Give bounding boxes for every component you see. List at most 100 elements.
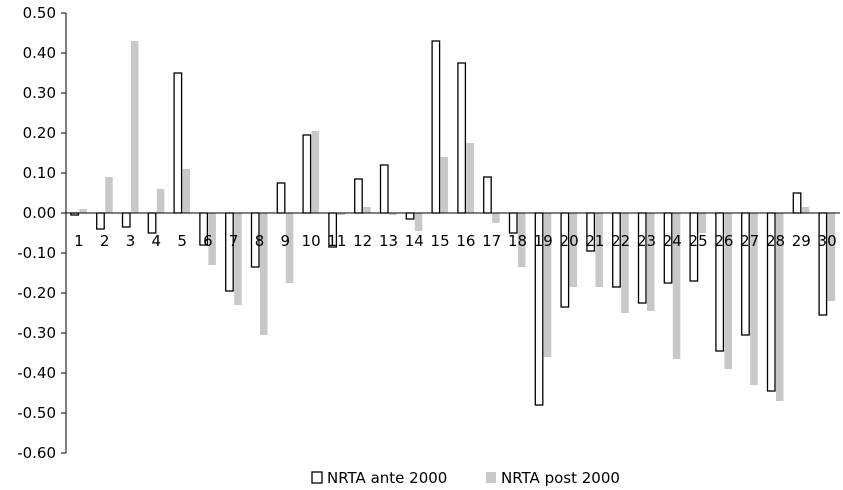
bars	[70, 40, 836, 406]
bar-post-2000	[724, 213, 732, 369]
legend-swatch-ante-2000	[311, 471, 323, 484]
bar-ante-2000	[302, 134, 312, 214]
x-category-label: 11	[327, 232, 346, 250]
legend: NRTA ante 2000 NRTA post 2000	[311, 469, 620, 487]
bar-post-2000	[337, 213, 345, 215]
bar-post-2000	[414, 213, 423, 231]
x-category-label: 2	[100, 232, 110, 250]
bar-post-2000	[621, 213, 629, 313]
legend-label-post-2000: NRTA post 2000	[501, 469, 620, 487]
x-axis: 1 2 3 4 5 6 7 8 9 10 11 12 13 14 15 16 17 18 19 20 21 22 23 24 2…	[66, 212, 840, 250]
y-tick-label: 0.00	[23, 204, 56, 222]
bar-post-2000	[466, 143, 474, 213]
bar-post-2000	[234, 213, 242, 305]
bar-post-2000	[595, 213, 603, 287]
x-category-label: 17	[482, 232, 501, 250]
y-axis: 0.50 0.40 0.30 0.20 0.10 0.00 -0.10 -0.20 -0.30 -…	[17, 4, 67, 462]
x-category-label: 5	[177, 232, 187, 250]
bar-post-2000	[801, 207, 810, 213]
x-category-label: 10	[302, 232, 321, 250]
y-tick-label: -0.40	[17, 364, 56, 382]
x-category-label: 13	[379, 232, 398, 250]
y-tick-label: 0.20	[23, 124, 56, 142]
x-category-label: 15	[431, 232, 450, 250]
bar-ante-2000	[792, 192, 802, 214]
x-category-label: 21	[585, 232, 604, 250]
x-category-label: 22	[611, 232, 630, 250]
bar-ante-2000	[147, 212, 157, 234]
bar-post-2000	[492, 213, 500, 223]
bar-ante-2000	[379, 164, 389, 214]
x-category-label: 12	[353, 232, 372, 250]
y-tick-label: -0.30	[17, 324, 56, 342]
bar-post-2000	[311, 131, 320, 213]
x-category-label: 19	[534, 232, 553, 250]
x-category-label: 14	[405, 232, 424, 250]
bar-ante-2000	[612, 212, 621, 288]
x-category-label: 9	[281, 232, 291, 250]
bar-post-2000	[440, 157, 449, 213]
bar-ante-2000	[96, 212, 105, 230]
x-category-label: 6	[203, 232, 213, 250]
bar-post-2000	[750, 213, 758, 385]
bar-post-2000	[131, 41, 139, 213]
x-category-label: 16	[456, 232, 475, 250]
x-category-label: 29	[792, 232, 811, 250]
bar-post-2000	[776, 213, 784, 401]
x-category-label: 24	[663, 232, 682, 250]
x-category-label: 18	[508, 232, 527, 250]
bar-post-2000	[518, 213, 526, 267]
bar-post-2000	[698, 213, 707, 233]
x-category-label: 23	[637, 232, 656, 250]
bar-post-2000	[543, 213, 552, 357]
bar-ante-2000	[354, 178, 363, 214]
x-category-label: 30	[818, 232, 837, 250]
bar-post-2000	[363, 207, 371, 213]
bar-post-2000	[827, 213, 836, 301]
bar-post-2000	[672, 213, 681, 359]
y-tick-label: 0.40	[23, 44, 56, 62]
bar-post-2000	[182, 169, 191, 213]
x-category-label: 8	[255, 232, 265, 250]
x-category-label: 28	[766, 232, 785, 250]
x-category-label: 26	[714, 232, 733, 250]
x-category-label: 27	[740, 232, 759, 250]
bar-post-2000	[569, 213, 578, 287]
y-tick-label: 0.50	[23, 4, 56, 22]
bar-ante-2000	[818, 212, 828, 316]
y-tick-label: -0.60	[17, 444, 56, 462]
x-category-label: 1	[74, 232, 84, 250]
bar-ante-2000	[173, 72, 183, 214]
bar-ante-2000	[457, 62, 467, 214]
y-tick-label: 0.30	[23, 84, 56, 102]
bar-post-2000	[389, 213, 397, 215]
y-tick-label: -0.50	[17, 404, 56, 422]
bar-post-2000	[260, 213, 268, 335]
legend-label-ante-2000: NRTA ante 2000	[327, 469, 447, 487]
x-category-label: 25	[689, 232, 708, 250]
bar-ante-2000	[121, 212, 131, 228]
bar-ante-2000	[276, 182, 286, 214]
bar-post-2000	[105, 177, 113, 213]
bar-ante-2000	[637, 212, 647, 304]
y-tick-label: -0.10	[17, 244, 56, 262]
legend-swatch-post-2000	[486, 472, 496, 483]
x-category-label: 7	[229, 232, 239, 250]
bar-ante-2000	[508, 212, 518, 234]
bar-post-2000	[647, 213, 655, 311]
x-category-label: 3	[126, 232, 136, 250]
bar-post-2000	[79, 209, 87, 213]
bar-ante-2000	[405, 212, 415, 220]
y-tick-label: 0.10	[23, 164, 56, 182]
bar-ante-2000	[225, 212, 234, 292]
bar-ante-2000	[560, 212, 570, 308]
bar-post-2000	[156, 189, 165, 213]
bar-post-2000	[208, 213, 216, 265]
x-category-label: 20	[560, 232, 579, 250]
x-category-label: 4	[152, 232, 162, 250]
bar-ante-2000	[431, 40, 441, 214]
y-tick-label: -0.20	[17, 284, 56, 302]
bar-ante-2000	[483, 176, 492, 214]
bar-post-2000	[285, 213, 294, 283]
